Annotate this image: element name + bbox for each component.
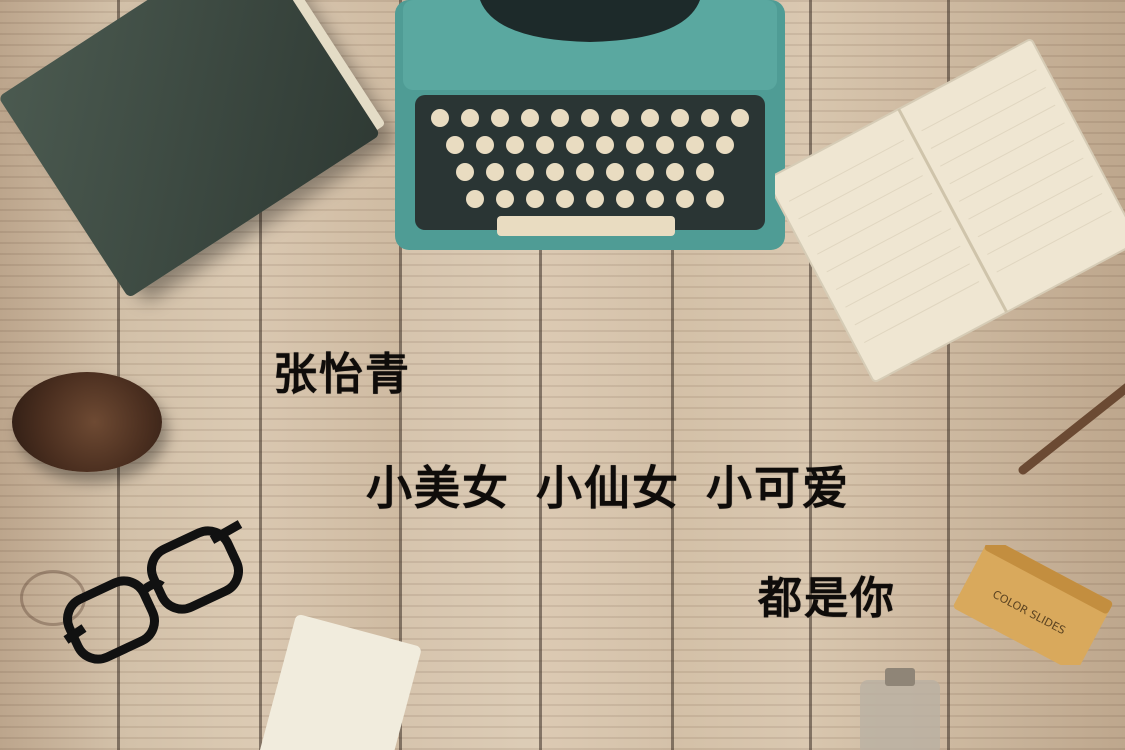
caption-all-you: 都是你 [758, 573, 896, 624]
caption-compliments: 小美女 小仙女 小可爱 [366, 461, 851, 515]
pencil [1018, 383, 1125, 475]
paper-card [256, 614, 421, 750]
caption-name: 张怡青 [273, 349, 411, 400]
eyeglasses [63, 520, 243, 664]
ink-bottle [860, 668, 940, 750]
open-notebook [775, 39, 1125, 383]
typewriter [395, 0, 785, 250]
plank-seam [539, 0, 542, 750]
plank-seam [671, 0, 674, 750]
color-slides-box: COLOR SLIDES [953, 545, 1113, 665]
plank-seam [399, 0, 402, 750]
plank-seam [947, 0, 950, 750]
pine-cone [12, 372, 162, 472]
plank-seam [117, 0, 120, 750]
plank-seam [259, 0, 262, 750]
plank-seam [809, 0, 812, 750]
